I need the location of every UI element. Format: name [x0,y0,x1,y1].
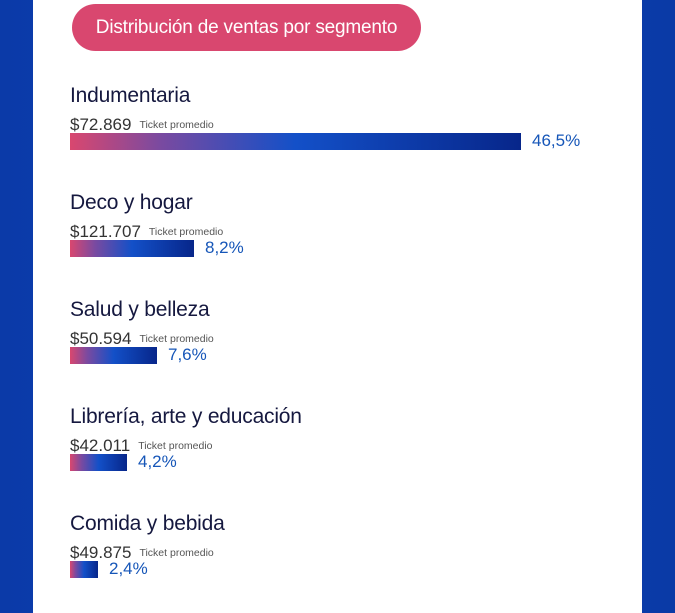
bar-value-label: 2,4% [109,559,148,578]
segment-name: Deco y hogar [70,191,193,214]
chart-card: Distribución de ventas por segmento Indu… [33,0,642,613]
ticket-value: $50.594 [70,329,132,348]
segment-name: Comida y bebida [70,512,225,535]
ticket-label: Ticket promedio [139,119,214,131]
ticket-price: $72.869 Ticket promedio [70,115,214,135]
ticket-value: $72.869 [70,115,132,134]
ticket-value: $49.875 [70,543,132,562]
ticket-label: Ticket promedio [138,440,213,452]
ticket-price: $49.875 Ticket promedio [70,543,214,563]
bar [70,561,98,578]
bar [70,347,157,364]
ticket-label: Ticket promedio [148,226,224,238]
segment-name: Indumentaria [70,84,191,107]
ticket-price: $42.011 Ticket promedio [70,436,213,456]
segment-name: Salud y belleza [70,298,210,321]
ticket-label: Ticket promedio [139,333,214,345]
ticket-price: $50.594 Ticket promedio [70,329,214,349]
bar [70,240,194,257]
ticket-label: Ticket promedio [139,547,214,559]
bar [70,133,521,150]
ticket-price: $121.707 Ticket promedio [70,222,223,242]
chart-title: Distribución de ventas por segmento [72,4,421,51]
bar-value-label: 4,2% [138,452,177,471]
ticket-value: $42.011 [70,436,131,455]
bar-value-label: 8,2% [205,238,244,257]
bar-value-label: 7,6% [168,345,207,364]
ticket-value: $121.707 [70,222,141,241]
segment-name: Librería, arte y educación [70,405,302,428]
bar [70,454,127,471]
bar-value-label: 46,5% [532,131,581,150]
